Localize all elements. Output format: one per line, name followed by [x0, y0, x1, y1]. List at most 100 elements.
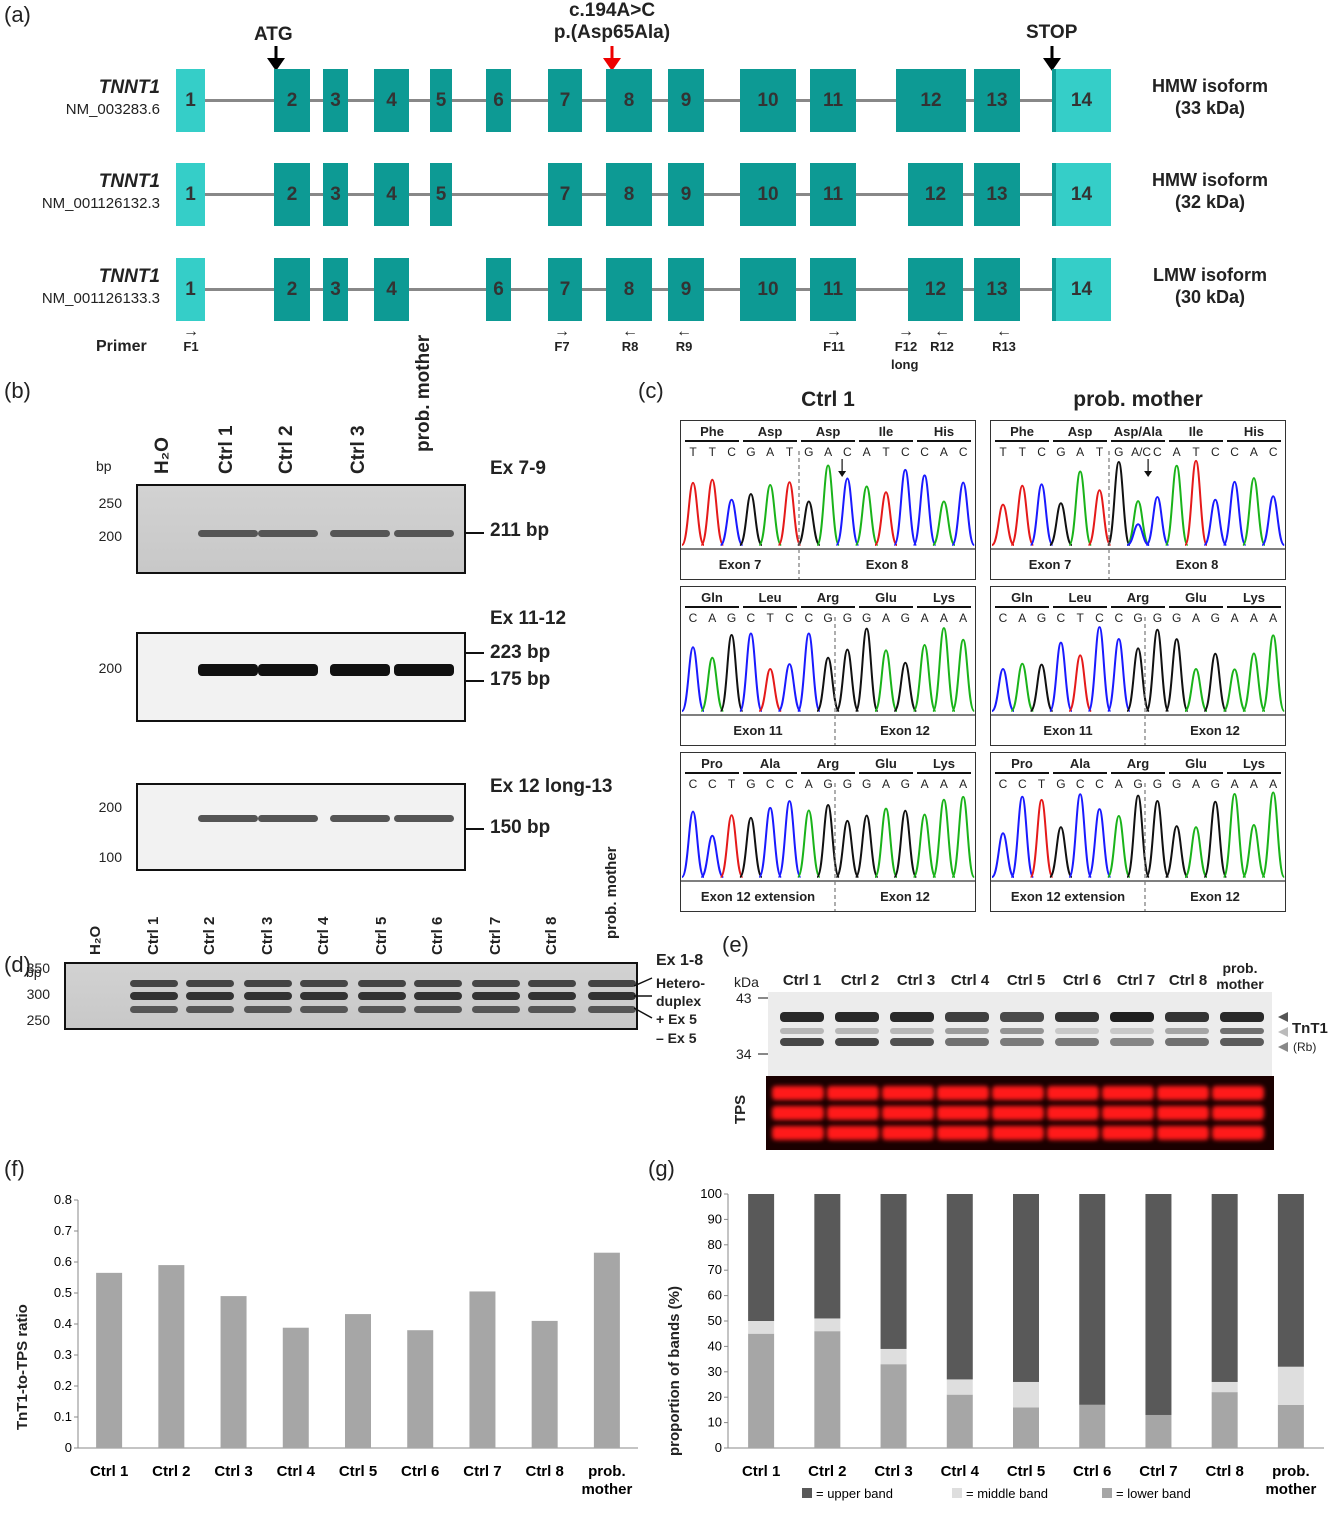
nucleotide-label: C — [920, 445, 929, 459]
chromatogram-peak — [874, 807, 898, 878]
nucleotide-label: A — [1191, 611, 1200, 625]
codon-bar — [1053, 772, 1107, 774]
lane-label: Ctrl 7 — [1116, 972, 1156, 989]
arrow-left-icon: ← — [676, 323, 692, 340]
chromatogram-peak — [1087, 626, 1112, 712]
stacked-bar-segment — [1277, 1404, 1304, 1448]
gel-band — [414, 992, 462, 1000]
exon-box: 14 — [1052, 163, 1111, 226]
gel-image — [136, 783, 466, 871]
x-category-label: Ctrl 2 — [152, 1463, 190, 1480]
codon-bar — [685, 772, 739, 774]
nucleotide-label: T — [999, 445, 1007, 459]
isoform-name: HMW isoform — [1152, 170, 1268, 190]
exon-box: 7 — [548, 258, 582, 321]
nucleotide-label: T — [882, 445, 890, 459]
panel-b-label: (b) — [4, 378, 31, 403]
tps-band — [937, 1126, 989, 1140]
chromatogram-box: Phe Asp Asp Ile His T T C G A T G A C A T C C A C Exon 7 Exon… — [680, 420, 976, 580]
tps-band — [882, 1086, 934, 1100]
amino-acid-label: Leu — [1068, 590, 1092, 605]
exon-number: 11 — [822, 183, 844, 205]
exon-number: 2 — [286, 89, 298, 111]
nucleotide-label: A — [959, 611, 968, 625]
lane-label: Ctrl 7 — [487, 916, 504, 955]
nucleotide-label: T — [1018, 445, 1026, 459]
y-tick-label: 100 — [700, 1186, 722, 1201]
amino-acid-label: Asp/Ala — [1113, 424, 1163, 439]
bar — [158, 1265, 185, 1448]
atg-label: ATG — [254, 24, 293, 45]
tps-band — [827, 1106, 879, 1120]
chromatogram-peak — [931, 798, 956, 878]
band-tick — [466, 652, 484, 654]
codon-bar — [743, 440, 797, 442]
gel-band — [300, 992, 348, 1000]
x-category-label: Ctrl 1 — [90, 1463, 128, 1480]
stacked-bar-segment — [1079, 1404, 1106, 1448]
stacked-bar-segment — [814, 1194, 841, 1319]
codon-bar — [685, 606, 739, 608]
tps-band — [1102, 1106, 1154, 1120]
amino-acid-label: Lys — [1243, 756, 1265, 771]
mutation-pointer-head — [1144, 471, 1153, 477]
exon-label: Exon 12 extension — [1010, 889, 1126, 904]
codon-bar — [859, 606, 913, 608]
chromatogram-peak — [854, 485, 879, 546]
exon-box: 9 — [668, 69, 704, 132]
nucleotide-label: G — [1210, 611, 1220, 625]
isoform-label: HMW isoform (33 kDa) — [1130, 75, 1290, 119]
tps-band — [992, 1106, 1044, 1120]
exon-number: 4 — [386, 89, 397, 111]
gel-band — [300, 980, 348, 987]
lane-label: Ctrl 1 — [216, 425, 237, 474]
panel-d-label: (d) — [4, 952, 31, 977]
exon-label: Exon 11 — [733, 723, 783, 738]
exon-box: 8 — [606, 69, 652, 132]
nucleotide-label: G — [1133, 777, 1143, 791]
chromatogram-peak — [1106, 814, 1131, 878]
tps-band — [1102, 1126, 1154, 1140]
gel-band — [472, 980, 520, 987]
nucleotide-label: C — [785, 777, 794, 791]
tps-band — [827, 1126, 879, 1140]
legend-swatch — [1102, 1488, 1112, 1498]
chromatogram-peak — [1164, 638, 1189, 712]
chromatogram-peak — [777, 800, 802, 878]
chromatogram-peak — [1106, 637, 1131, 712]
exon-number: 8 — [623, 183, 635, 205]
chromatogram-peak — [1145, 799, 1170, 878]
exon-box: 10 — [740, 258, 796, 321]
isoform-weight: (32 kDa) — [1174, 192, 1246, 212]
chromatogram-peak — [951, 638, 975, 712]
chromatogram-peak — [816, 656, 841, 712]
chromatogram-peak — [1048, 826, 1073, 878]
exon-label: Exon 12 — [880, 889, 930, 904]
blot-band-middle — [835, 1028, 879, 1034]
chromatogram-peak — [951, 795, 975, 878]
nucleotide-label: C — [1210, 445, 1220, 459]
nucleotide-label: A — [1249, 611, 1258, 625]
amino-acid-label: Pro — [701, 756, 723, 771]
lane-label: Ctrl 3 — [896, 972, 936, 989]
gel-band — [528, 992, 576, 1000]
nucleotide-label: G — [1152, 611, 1163, 625]
chromatogram-peak — [912, 644, 937, 712]
primer-name: R9 — [675, 339, 693, 354]
codon-bar — [1111, 606, 1165, 608]
legend-swatch — [802, 1488, 812, 1498]
arrow-left-icon: ← — [934, 323, 950, 340]
nucleotide-label: C — [1153, 445, 1162, 459]
arrow-right-icon: → — [898, 323, 914, 340]
chromatogram-peak — [854, 627, 879, 712]
chromatogram-peak — [681, 481, 705, 546]
x-category-label: Ctrl 6 — [1073, 1463, 1111, 1480]
transcript-accession: NM_003283.6 — [65, 101, 160, 118]
chromatogram-peak — [719, 498, 744, 546]
nucleotide-label: G — [823, 611, 833, 625]
primer-marker: → F1 — [171, 324, 211, 355]
exon-number: 11 — [822, 89, 844, 111]
y-tick-label: 80 — [708, 1237, 722, 1252]
gel-band — [258, 530, 318, 537]
gel-band — [394, 815, 454, 822]
